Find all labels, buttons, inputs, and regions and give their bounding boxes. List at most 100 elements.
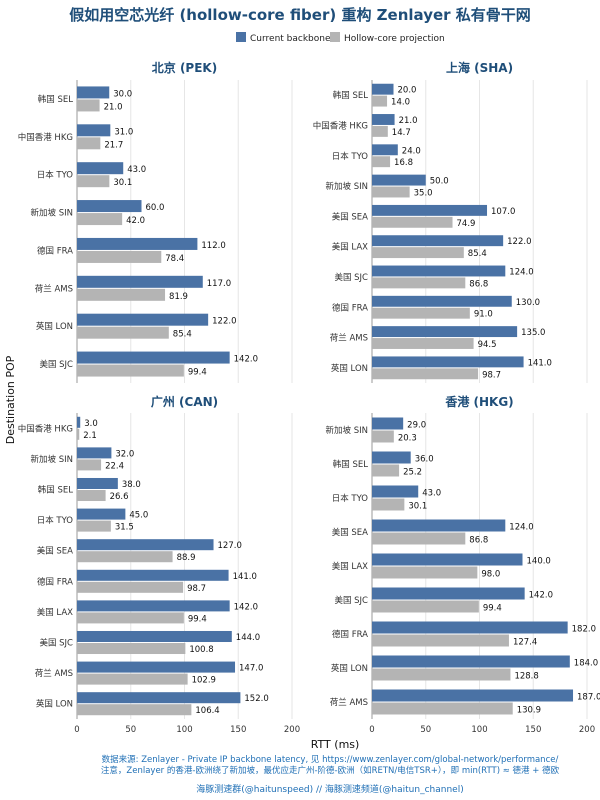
- category-label: 英国 LON: [36, 699, 73, 710]
- value-label-current: 122.0: [507, 237, 531, 247]
- value-label-hollow: 86.8: [469, 536, 488, 546]
- value-label-current: 127.0: [218, 541, 242, 551]
- value-label-current: 130.0: [516, 298, 540, 308]
- value-label-hollow: 20.3: [398, 434, 417, 444]
- panel-title: 香港 (HKG): [444, 394, 513, 409]
- bar-current: [372, 235, 504, 247]
- bar-current: [372, 587, 525, 600]
- bar-hollow: [77, 490, 106, 502]
- category-label: 德国 FRA: [332, 629, 368, 640]
- panel-2: 广州 (CAN) 0 50 100 150 200 中国香港 HKG 3.0 2.1 新加坡 SI…: [18, 394, 300, 735]
- bar-current: [372, 451, 411, 464]
- bar-hollow: [77, 459, 102, 471]
- category-label: 英国 LON: [331, 363, 368, 374]
- bar-hollow: [372, 668, 511, 681]
- value-label-hollow: 81.9: [169, 292, 188, 302]
- category-label: 美国 SJC: [39, 638, 73, 649]
- value-label-hollow: 21.0: [104, 102, 123, 112]
- category-label: 美国 SEA: [332, 211, 368, 222]
- value-label-current: 141.0: [233, 572, 257, 582]
- value-label-hollow: 78.4: [165, 254, 184, 264]
- value-label-hollow: 14.7: [392, 128, 411, 138]
- category-label: 美国 SEA: [332, 527, 368, 538]
- value-label-hollow: 91.0: [474, 310, 493, 320]
- value-label-hollow: 16.8: [394, 158, 413, 168]
- bar-hollow: [77, 520, 111, 532]
- category-label: 荷兰 AMS: [35, 668, 73, 679]
- value-label-hollow: 21.7: [104, 140, 123, 150]
- category-label: 荷兰 AMS: [35, 283, 73, 294]
- bar-current: [372, 417, 404, 430]
- bar-current: [372, 621, 568, 634]
- x-tick-label: 0: [74, 725, 79, 735]
- category-label: 美国 LAX: [37, 607, 73, 618]
- bar-current: [77, 569, 229, 581]
- bar-current: [372, 295, 512, 307]
- x-tick-label: 100: [176, 725, 192, 735]
- bar-current: [77, 200, 142, 213]
- bar-hollow: [77, 428, 80, 440]
- chart-title: 假如用空芯光纤 (hollow-core fiber) 重构 Zenlayer …: [69, 6, 531, 24]
- category-label: 新加坡 SIN: [31, 454, 73, 465]
- category-label: 美国 SEA: [37, 546, 73, 557]
- bar-current: [372, 174, 426, 186]
- panel-title: 广州 (CAN): [151, 394, 218, 409]
- legend-swatch-hollow: [330, 32, 340, 42]
- legend-label-current: Current backbone: [250, 34, 331, 44]
- value-label-current: 43.0: [422, 489, 441, 499]
- value-label-hollow: 98.7: [482, 370, 501, 380]
- bar-current: [77, 539, 214, 551]
- panel-1: 上海 (SHA) 韩国 SEL 20.0 14.0 中国香港 HKG 21.0 14.7 日本…: [313, 60, 588, 383]
- value-label-current: 184.0: [574, 659, 598, 669]
- category-label: 日本 TYO: [332, 151, 369, 162]
- value-label-hollow: 98.0: [481, 570, 500, 580]
- value-label-current: 144.0: [236, 633, 260, 643]
- x-tick-label: 50: [420, 725, 431, 735]
- bar-current: [77, 447, 112, 459]
- value-label-current: 21.0: [399, 116, 418, 126]
- value-label-current: 43.0: [127, 165, 146, 175]
- bar-hollow: [372, 430, 394, 443]
- bar-current: [372, 689, 574, 702]
- category-label: 韩国 SEL: [333, 459, 368, 470]
- x-tick-label: 50: [125, 725, 136, 735]
- category-label: 中国香港 HKG: [18, 132, 73, 143]
- value-label-hollow: 30.1: [408, 502, 427, 512]
- value-label-current: 24.0: [402, 146, 421, 156]
- value-label-hollow: 74.9: [457, 219, 476, 229]
- value-label-hollow: 94.5: [478, 340, 497, 350]
- bar-hollow: [372, 216, 453, 228]
- bar-current: [372, 114, 395, 125]
- value-label-current: 142.0: [234, 355, 258, 365]
- bar-current: [77, 661, 236, 673]
- value-label-hollow: 30.1: [113, 178, 132, 188]
- bar-hollow: [372, 600, 479, 613]
- category-label: 英国 LON: [36, 321, 73, 332]
- bar-hollow: [372, 464, 400, 477]
- bar-hollow: [77, 364, 184, 377]
- category-label: 德国 FRA: [332, 302, 368, 313]
- bar-hollow: [77, 137, 101, 150]
- bar-current: [77, 692, 241, 704]
- legend: Current backbone Hollow-core projection: [236, 32, 445, 44]
- bar-current: [372, 204, 488, 216]
- bar-current: [77, 351, 230, 364]
- bar-current: [372, 144, 398, 156]
- category-label: 韩国 SEL: [38, 485, 73, 496]
- value-label-hollow: 99.4: [188, 368, 207, 378]
- category-label: 韩国 SEL: [333, 90, 368, 101]
- value-label-current: 45.0: [129, 511, 148, 521]
- value-label-hollow: 106.4: [195, 706, 219, 716]
- value-label-hollow: 86.8: [469, 279, 488, 289]
- value-label-hollow: 100.8: [189, 645, 213, 655]
- value-label-current: 38.0: [122, 480, 141, 490]
- value-label-hollow: 127.4: [513, 638, 537, 648]
- category-label: 中国香港 HKG: [313, 120, 368, 131]
- value-label-hollow: 98.7: [187, 584, 206, 594]
- value-label-hollow: 35.0: [414, 188, 433, 198]
- bar-hollow: [372, 532, 466, 545]
- value-label-current: 30.0: [113, 89, 132, 99]
- bar-hollow: [372, 368, 479, 380]
- value-label-hollow: 130.9: [517, 706, 541, 716]
- value-label-current: 182.0: [572, 625, 596, 635]
